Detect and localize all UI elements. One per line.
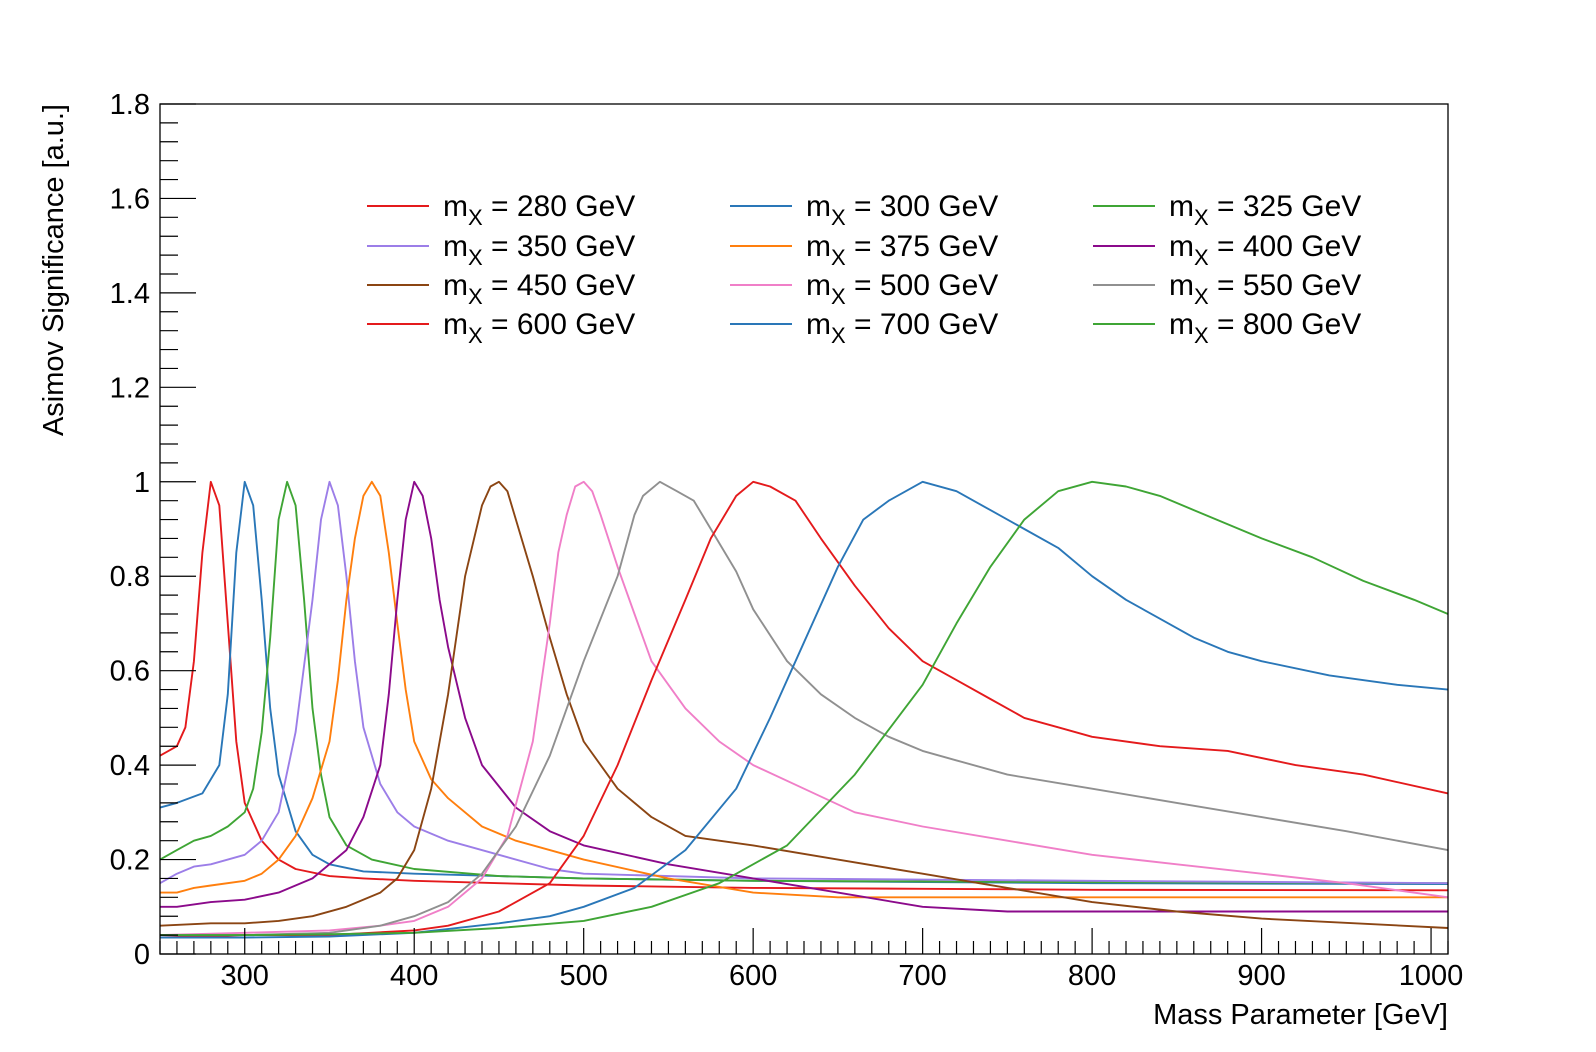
- legend-item-300: mX = 300 GeV: [730, 190, 998, 230]
- legend-item-550: mX = 550 GeV: [1093, 269, 1361, 309]
- legend-item-280: mX = 280 GeV: [367, 190, 635, 230]
- axis-ticks: [159, 103, 1449, 955]
- x-tick-label: 400: [390, 960, 438, 992]
- y-tick-label: 1.4: [110, 278, 150, 310]
- series-line-500: [159, 480, 1449, 937]
- x-tick-label: 900: [1237, 960, 1285, 992]
- legend-item-350: mX = 350 GeV: [367, 230, 635, 270]
- series-line-550: [160, 480, 1449, 937]
- legend-label: mX = 600 GeV: [443, 308, 635, 348]
- y-tick-label: 1.8: [110, 89, 150, 121]
- legend-item-800: mX = 800 GeV: [1093, 308, 1361, 348]
- x-tick-label: 600: [729, 960, 777, 992]
- chart-curves: [159, 480, 1449, 939]
- legend-item-600: mX = 600 GeV: [367, 308, 635, 348]
- y-axis-label: Asimov Significance [a.u.]: [38, 104, 70, 436]
- series-line-350: [159, 480, 1449, 885]
- legend-item-450: mX = 450 GeV: [367, 269, 635, 309]
- x-tick-label: 500: [559, 960, 607, 992]
- legend-label: mX = 300 GeV: [806, 190, 998, 230]
- y-tick-label: 0.8: [110, 561, 150, 593]
- legend-label: mX = 325 GeV: [1169, 190, 1361, 230]
- legend-label: mX = 800 GeV: [1169, 308, 1361, 348]
- series-line-800: [160, 480, 1449, 937]
- legend-item-700: mX = 700 GeV: [730, 308, 998, 348]
- x-tick-label: 800: [1068, 960, 1116, 992]
- axis-tick-labels: 300 400 500 600 700 800 900 1000 0 0.2 0.4 0.6 0.8 1 1…: [110, 89, 1464, 992]
- series-line-700: [160, 480, 1449, 939]
- legend-label: mX = 450 GeV: [443, 269, 635, 309]
- y-tick-label: 0.6: [110, 656, 150, 688]
- legend-label: mX = 700 GeV: [806, 308, 998, 348]
- legend-label: mX = 350 GeV: [443, 230, 635, 270]
- y-tick-label: 1.6: [110, 183, 150, 215]
- x-tick-label: 700: [898, 960, 946, 992]
- legend-item-375: mX = 375 GeV: [730, 230, 998, 270]
- y-tick-label: 0.2: [110, 845, 150, 877]
- legend-label: mX = 280 GeV: [443, 190, 635, 230]
- series-line-375: [160, 480, 1448, 899]
- legend-item-400: mX = 400 GeV: [1093, 230, 1361, 270]
- y-tick-label: 0.4: [110, 750, 150, 782]
- y-tick-label: 1: [134, 467, 150, 499]
- x-axis-label: Mass Parameter [GeV]: [1153, 999, 1448, 1031]
- legend-item-500: mX = 500 GeV: [730, 269, 998, 309]
- y-tick-label: 1.2: [110, 372, 150, 404]
- series-line-300: [159, 480, 1449, 886]
- series-line-400: [160, 480, 1448, 913]
- legend-label: mX = 500 GeV: [806, 269, 998, 309]
- series-line-325: [159, 480, 1449, 885]
- legend-label: mX = 400 GeV: [1169, 230, 1361, 270]
- series-line-450: [159, 480, 1449, 929]
- x-tick-label: 300: [221, 960, 269, 992]
- legend-item-325: mX = 325 GeV: [1093, 190, 1361, 230]
- series-line-600: [159, 480, 1449, 939]
- y-tick-label: 0: [134, 939, 150, 971]
- legend-label: mX = 375 GeV: [806, 230, 998, 270]
- x-tick-label: 1000: [1399, 960, 1464, 992]
- legend-label: mX = 550 GeV: [1169, 269, 1361, 309]
- series-line-280: [159, 480, 1449, 892]
